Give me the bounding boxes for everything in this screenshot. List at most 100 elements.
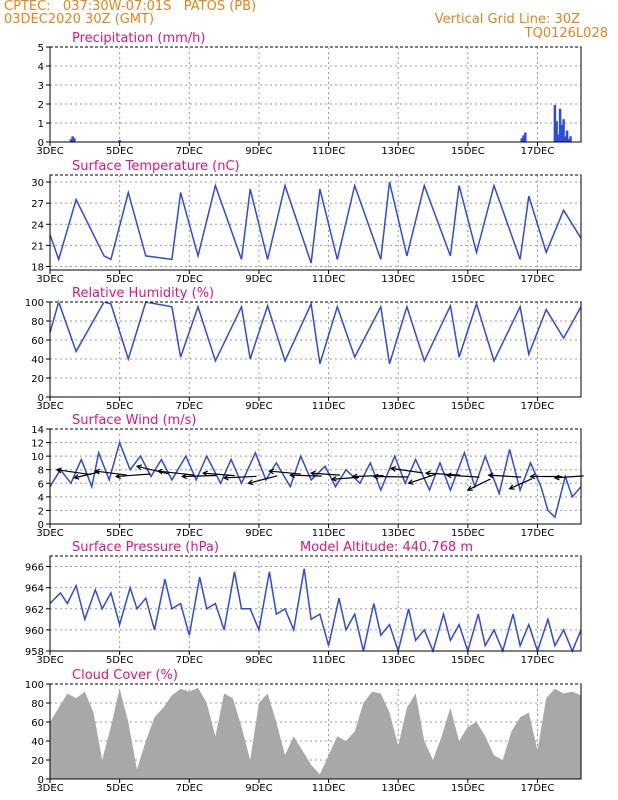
x-tick-label: 9DEC	[245, 401, 272, 412]
x-tick-label: 9DEC	[245, 274, 272, 285]
wind-arrow-head	[466, 485, 473, 491]
x-tick-label: 11DEC	[312, 655, 346, 666]
wind-arrow-head	[424, 470, 431, 477]
y-tick-label: 0	[38, 393, 44, 404]
x-tick-label: 9DEC	[245, 528, 272, 539]
y-tick-label: 0	[38, 520, 44, 531]
x-tick-label: 5DEC	[106, 146, 133, 157]
y-tick-label: 100	[25, 298, 44, 309]
y-tick-label: 24	[31, 220, 44, 231]
x-tick-label: 11DEC	[312, 146, 346, 157]
wind-arrow-shaft	[488, 474, 522, 478]
wind-arrow-shaft	[224, 475, 257, 479]
x-tick-label: 13DEC	[381, 146, 415, 157]
x-tick-label: 3DEC	[36, 401, 63, 412]
panel-frame	[49, 555, 582, 652]
wind-arrow-head	[529, 473, 536, 480]
y-tick-label: 958	[25, 647, 44, 658]
x-tick-label: 3DEC	[36, 783, 63, 794]
y-tick-label: 10	[31, 452, 44, 463]
wind-arrow-shaft	[56, 469, 92, 476]
x-tick-label: 9DEC	[245, 783, 272, 794]
x-tick-label: 17DEC	[521, 655, 555, 666]
x-tick-label: 17DEC	[521, 274, 555, 285]
y-tick-label: 4	[38, 62, 44, 73]
precip-bar	[520, 138, 524, 142]
wind-arrow-head	[55, 467, 62, 474]
y-tick-label: 0	[38, 138, 44, 149]
y-tick-label: 3	[38, 81, 44, 92]
wind-arrow-head	[330, 475, 337, 482]
wind-arrow-shaft	[74, 471, 100, 479]
y-tick-label: 80	[31, 317, 44, 328]
y-tick-label: 12	[31, 439, 44, 450]
precip-bar	[553, 104, 557, 142]
x-tick-label: 5DEC	[106, 655, 133, 666]
y-tick-label: 100	[25, 680, 44, 691]
x-tick-label: 15DEC	[451, 146, 485, 157]
x-tick-label: 17DEC	[521, 146, 555, 157]
wind-arrow-head	[73, 474, 80, 480]
wind-arrow-shaft	[116, 473, 151, 478]
y-tick-label: 964	[25, 584, 44, 595]
precip-bar	[558, 108, 562, 142]
x-tick-label: 7DEC	[176, 528, 203, 539]
wind-arrow-shaft	[426, 472, 461, 476]
header-line1: CPTEC: 037:30W-07:01S PATOS (PB)	[4, 0, 257, 14]
wind-arrow-head	[487, 472, 494, 479]
x-tick-label: 13DEC	[381, 274, 415, 285]
x-tick-label: 3DEC	[36, 146, 63, 157]
y-tick-label: 5	[38, 43, 44, 54]
x-tick-label: 15DEC	[451, 401, 485, 412]
x-tick-label: 9DEC	[245, 655, 272, 666]
wind-arrow-head	[351, 473, 358, 480]
wind-arrow-head	[135, 464, 143, 471]
wind-arrow-head	[94, 468, 101, 475]
x-tick-label: 17DEC	[521, 528, 555, 539]
y-tick-label: 40	[31, 355, 44, 366]
wind-arrow-head	[407, 479, 414, 485]
y-tick-label: 8	[38, 466, 44, 477]
x-tick-label: 11DEC	[312, 783, 346, 794]
precip-bar	[524, 132, 527, 142]
wind-arrow-shaft	[554, 475, 584, 479]
precip-bar	[565, 130, 569, 142]
wind-arrow-head	[372, 473, 379, 480]
wind-arrow-shaft	[467, 478, 491, 491]
x-tick-label: 7DEC	[176, 274, 203, 285]
header-code: TQ0126L028	[524, 26, 608, 41]
x-tick-label: 17DEC	[521, 401, 555, 412]
y-tick-label: 6	[38, 479, 44, 490]
x-tick-label: 13DEC	[381, 655, 415, 666]
precip-bar	[118, 140, 121, 142]
precip-bar	[562, 119, 565, 142]
x-tick-label: 3DEC	[36, 528, 63, 539]
wind-arrow-shaft	[95, 470, 127, 476]
x-tick-label: 9DEC	[245, 146, 272, 157]
y-tick-label: 20	[31, 374, 44, 385]
panel-title: Relative Humidity (%)	[72, 286, 214, 301]
wind-arrow-head	[222, 474, 229, 481]
wind-arrow-head	[508, 484, 515, 490]
x-tick-label: 15DEC	[451, 528, 485, 539]
y-tick-label: 20	[31, 756, 44, 767]
y-tick-label: 966	[25, 563, 44, 574]
cloud-cover-area	[50, 687, 581, 779]
wind-arrow-shaft	[352, 474, 384, 478]
x-tick-label: 11DEC	[312, 528, 346, 539]
x-tick-label: 7DEC	[176, 783, 203, 794]
y-tick-label: 14	[31, 425, 44, 436]
pres-series-line	[49, 568, 582, 654]
x-tick-label: 7DEC	[176, 146, 203, 157]
y-tick-label: 80	[31, 699, 44, 710]
panel-title: Precipitation (mm/h)	[72, 31, 205, 46]
wind-arrow-shaft	[290, 474, 322, 477]
precip-bar	[567, 139, 571, 142]
wind-arrow-shaft	[182, 474, 217, 478]
wind-arrow-shaft	[311, 472, 340, 476]
x-tick-label: 5DEC	[106, 783, 133, 794]
x-tick-label: 11DEC	[312, 274, 346, 285]
y-tick-label: 0	[38, 775, 44, 786]
x-tick-label: 13DEC	[381, 528, 415, 539]
wind-arrow-shaft	[136, 465, 169, 475]
